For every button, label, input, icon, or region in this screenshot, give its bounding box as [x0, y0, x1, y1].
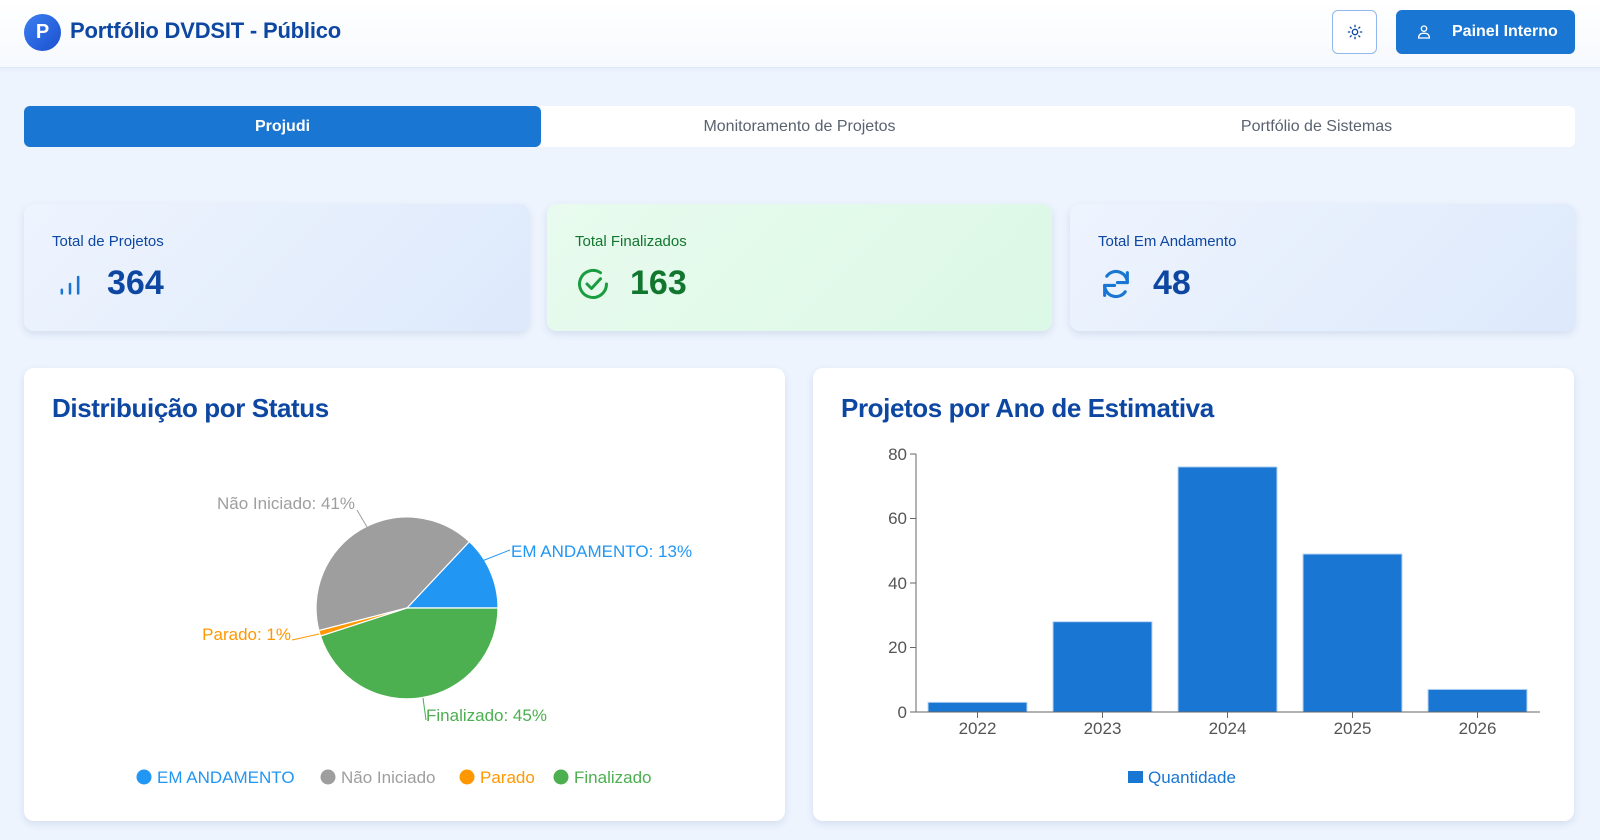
legend-item-parado[interactable]: Parado — [480, 768, 535, 787]
legend-marker-finalizado — [553, 769, 569, 785]
svg-text:2022: 2022 — [959, 719, 997, 738]
app-logo: P — [24, 14, 61, 51]
bar-2025[interactable] — [1302, 553, 1403, 713]
slice-finalizado[interactable] — [319, 607, 499, 700]
year-bar-chart: 0 20 40 60 80 2022 2023 2024 2025 2026 — [888, 445, 1540, 787]
painel-interno-button[interactable]: Painel Interno — [1396, 10, 1575, 54]
tab-projudi[interactable]: Projudi — [24, 106, 541, 147]
check-circle-icon — [575, 266, 611, 302]
stat-value: 48 — [1153, 264, 1191, 302]
stat-card-total-finalizados: Total Finalizados 163 — [547, 204, 1052, 331]
svg-text:40: 40 — [888, 574, 907, 593]
legend-item-finalizado[interactable]: Finalizado — [574, 768, 652, 787]
svg-text:20: 20 — [888, 638, 907, 657]
svg-text:0: 0 — [898, 703, 907, 722]
label-nao-iniciado: Não Iniciado: 41% — [217, 494, 355, 513]
pie-slices — [315, 516, 499, 700]
status-legend: EM ANDAMENTO Não Iniciado Parado Finaliz… — [136, 768, 652, 787]
svg-text:2024: 2024 — [1209, 719, 1247, 738]
legend-item-em-andamento[interactable]: EM ANDAMENTO — [157, 768, 295, 787]
bar-chart-icon — [52, 266, 88, 302]
label-parado: Parado: 1% — [202, 625, 291, 644]
legend-marker-parado — [459, 769, 475, 785]
label-em-andamento: EM ANDAMENTO: 13% — [511, 542, 692, 561]
legend-item-nao-iniciado[interactable]: Não Iniciado — [341, 768, 436, 787]
slice-em-andamento[interactable] — [405, 540, 499, 609]
svg-text:2023: 2023 — [1084, 719, 1122, 738]
bar-2024[interactable] — [1177, 466, 1278, 713]
tab-portfolio-de-sistemas[interactable]: Portfólio de Sistemas — [1240, 117, 1393, 135]
svg-text:80: 80 — [888, 445, 907, 464]
stat-card-total-projetos: Total de Projetos 364 — [24, 204, 529, 331]
legend-marker-quantidade — [1128, 771, 1143, 783]
year-estimate-card: Projetos por Ano de Estimativa 0 20 40 6… — [813, 368, 1574, 821]
stat-value: 163 — [630, 264, 687, 302]
status-distribution-card: Distribuição por Status EM ANDAMENTO: 13… — [24, 368, 785, 821]
legend-item-quantidade[interactable]: Quantidade — [1148, 768, 1236, 787]
x-tick-labels: 2022 2023 2024 2025 2026 — [959, 719, 1497, 738]
stat-label: Total Em Andamento — [1098, 233, 1237, 250]
stat-value: 364 — [107, 264, 164, 302]
bar-legend: Quantidade — [1128, 768, 1236, 787]
label-finalizado: Finalizado: 45% — [426, 706, 547, 725]
svg-text:2026: 2026 — [1459, 719, 1497, 738]
year-chart-title: Projetos por Ano de Estimativa — [841, 393, 1214, 423]
y-axis — [910, 453, 917, 713]
stat-card-total-em-andamento: Total Em Andamento 48 — [1070, 204, 1575, 331]
y-tick-labels: 0 20 40 60 80 — [888, 445, 907, 722]
slice-nao-iniciado[interactable] — [315, 516, 471, 632]
status-chart-title: Distribuição por Status — [52, 393, 329, 423]
legend-marker-em-andamento — [136, 769, 152, 785]
bar-2022[interactable] — [927, 701, 1028, 713]
svg-text:60: 60 — [888, 509, 907, 528]
sun-icon — [1347, 24, 1362, 40]
stat-label: Total de Projetos — [52, 233, 164, 250]
bar-2023[interactable] — [1052, 621, 1153, 713]
app-header: P Portfólio DVDSIT - Público Painel Inte… — [0, 0, 1600, 68]
svg-text:2025: 2025 — [1334, 719, 1372, 738]
stat-label: Total Finalizados — [575, 233, 687, 250]
main-tabs: Projudi Monitoramento de Projetos Portfó… — [24, 106, 1575, 147]
user-icon — [1418, 25, 1430, 39]
painel-interno-label: Painel Interno — [1452, 23, 1558, 40]
theme-toggle-button[interactable] — [1332, 10, 1377, 54]
bars — [927, 466, 1528, 713]
x-axis — [916, 711, 1540, 718]
tab-monitoramento-de-projetos[interactable]: Monitoramento de Projetos — [703, 117, 896, 135]
app-title: Portfólio DVDSIT - Público — [70, 18, 342, 43]
legend-marker-nao-iniciado — [320, 769, 336, 785]
refresh-icon — [1098, 266, 1134, 302]
status-pie-chart: EM ANDAMENTO: 13% Não Iniciado: 41% Para… — [136, 494, 692, 787]
bar-2026[interactable] — [1427, 688, 1528, 713]
